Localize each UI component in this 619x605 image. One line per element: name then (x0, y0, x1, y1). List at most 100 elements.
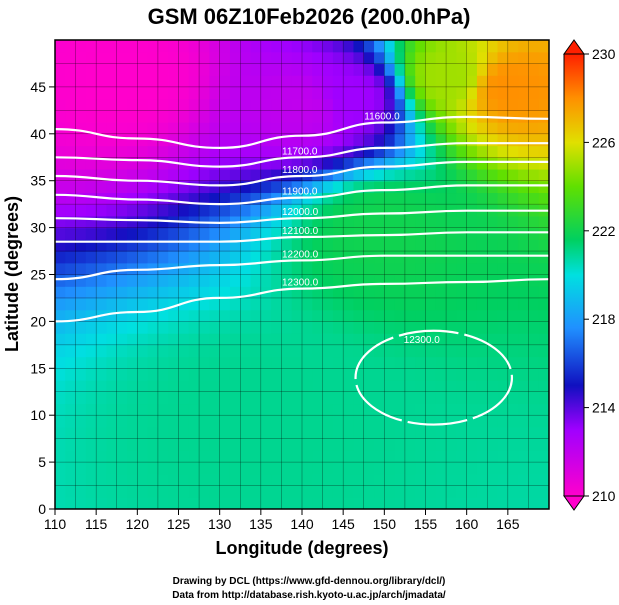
field-cell (178, 426, 190, 440)
field-cell (312, 462, 324, 475)
field-cell (435, 63, 447, 76)
field-cell (229, 239, 241, 252)
field-cell (322, 239, 334, 252)
field-cell (209, 485, 221, 498)
field-cell (538, 180, 549, 194)
field-cell (229, 180, 241, 194)
field-cell (271, 98, 283, 111)
field-cell (404, 215, 416, 229)
field-cell (435, 391, 447, 405)
field-cell (476, 391, 488, 405)
field-cell (106, 204, 118, 217)
field-cell (219, 110, 231, 123)
field-cell (528, 344, 540, 358)
field-cell (250, 462, 262, 475)
field-cell (65, 75, 77, 88)
field-cell (147, 368, 159, 381)
field-cell (157, 403, 169, 416)
field-cell (507, 122, 519, 135)
field-cell (302, 391, 313, 405)
field-cell (415, 239, 427, 252)
field-cell (199, 497, 210, 509)
field-cell (209, 192, 221, 205)
field-cell (374, 309, 385, 322)
field-cell (312, 485, 324, 498)
field-cell (528, 239, 540, 252)
field-cell (260, 473, 272, 487)
field-cell (343, 227, 355, 240)
field-cell (384, 485, 396, 498)
field-cell (75, 403, 87, 416)
field-cell (518, 391, 530, 405)
field-cell (497, 380, 509, 393)
field-cell (271, 497, 283, 509)
field-cell (229, 286, 241, 299)
field-cell (55, 239, 66, 252)
field-cell (404, 485, 416, 498)
field-cell (322, 391, 334, 405)
field-cell (168, 426, 180, 440)
field-cell (518, 98, 530, 111)
field-cell (507, 426, 519, 440)
field-cell (384, 262, 396, 276)
field-cell (322, 426, 334, 440)
field-cell (322, 204, 334, 217)
chart-title: GSM 06Z10Feb2026 (200.0hPa) (148, 4, 471, 29)
field-cell (487, 321, 499, 334)
field-cell (507, 333, 519, 346)
field-cell (446, 321, 457, 334)
field-cell (209, 204, 221, 217)
field-cell (157, 297, 169, 311)
field-cell (312, 356, 324, 369)
field-cell (456, 122, 468, 135)
field-cell (199, 63, 210, 76)
field-cell (374, 75, 385, 88)
field-cell (85, 251, 97, 264)
field-cell (168, 497, 180, 509)
field-cell (106, 63, 118, 76)
field-cell (353, 204, 365, 217)
field-cell (446, 168, 457, 182)
field-cell (271, 86, 283, 100)
field-cell (188, 157, 200, 170)
field-cell (127, 251, 138, 264)
field-cell (497, 122, 509, 135)
field-cell (137, 122, 149, 135)
field-cell (147, 286, 159, 299)
field-cell (507, 415, 519, 428)
field-cell (127, 133, 138, 147)
field-cell (538, 122, 549, 135)
field-cell (106, 157, 118, 170)
field-cell (65, 262, 77, 276)
field-cell (507, 86, 519, 100)
field-cell (188, 63, 200, 76)
contour-line (55, 254, 549, 281)
field-cell (507, 438, 519, 451)
field-cell (188, 391, 200, 405)
field-cell (85, 450, 97, 463)
field-cell (96, 473, 108, 487)
field-cell (250, 380, 262, 393)
field-cell (240, 344, 252, 358)
field-cell (106, 98, 118, 111)
field-cell (75, 122, 87, 135)
field-cell (291, 462, 303, 475)
field-cell (374, 192, 385, 205)
field-cell (538, 274, 549, 287)
field-cell (456, 51, 468, 65)
field-cell (229, 497, 241, 509)
field-cell (456, 368, 468, 381)
field-cell (528, 485, 540, 498)
field-cell (394, 391, 406, 405)
field-cell (507, 145, 519, 158)
field-cell (538, 344, 549, 358)
field-cell (322, 133, 334, 147)
field-cell (147, 415, 159, 428)
field-cell (538, 75, 549, 88)
field-cell (497, 462, 509, 475)
field-cell (75, 215, 87, 229)
field-cell (435, 168, 447, 182)
field-cell (322, 297, 334, 311)
field-cell (137, 380, 149, 393)
field-cell (291, 297, 303, 311)
